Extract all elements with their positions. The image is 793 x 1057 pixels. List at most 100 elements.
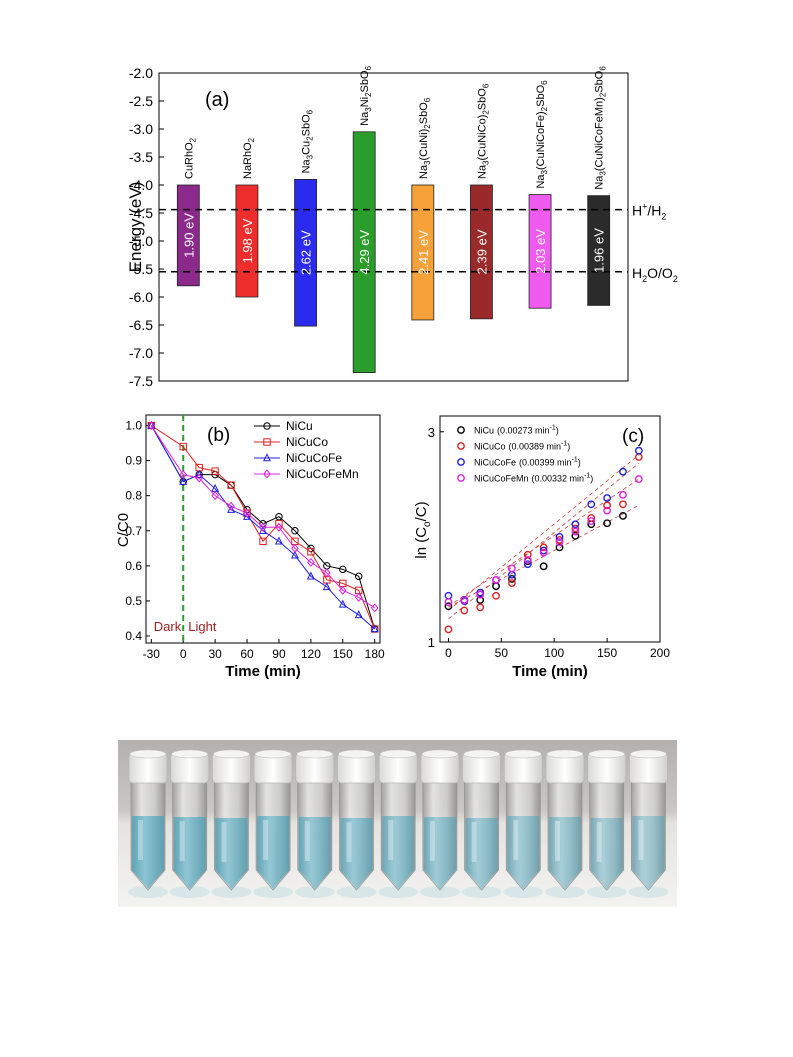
a-ytick-label: -2.5 <box>129 93 153 109</box>
b-legend-marker <box>263 469 271 479</box>
vial-solution <box>632 816 665 889</box>
vial-solution <box>298 817 331 889</box>
a-material-label: Na3(CuNi)2SbO6 <box>418 97 432 179</box>
b-ytick-label: 0.7 <box>125 524 142 538</box>
b-data-point <box>355 572 363 581</box>
b-data-point <box>243 508 251 518</box>
vial-highlight <box>346 822 352 862</box>
c-data-point <box>571 520 580 529</box>
b-data-point <box>354 592 363 602</box>
vial <box>211 749 252 898</box>
a-ytick-label: -4.5 <box>129 205 153 221</box>
vial-solution <box>590 818 623 889</box>
vial-reflection <box>461 886 502 898</box>
a-ytick-label: -6.5 <box>129 317 153 333</box>
b-data-point <box>243 511 252 520</box>
vial-highlight <box>555 821 560 861</box>
a-bandgap-bar <box>235 184 259 298</box>
b-data-point <box>338 599 347 608</box>
a-material-label: NaRhO2 <box>242 137 256 179</box>
c-data-point <box>476 590 485 599</box>
a-ytick-label: -3.5 <box>129 149 153 165</box>
c-fit-line <box>448 478 640 607</box>
c-legend-label: NiCuCo (0.00389 min-1) <box>474 441 570 452</box>
b-data-point <box>227 504 236 513</box>
a-reference-label: H2O/O2 <box>632 265 678 284</box>
vial <box>461 749 502 898</box>
c-legend-marker <box>457 474 465 482</box>
c-xtick-label: 50 <box>495 646 509 660</box>
a-material-label: Na3Cu2SbO6 <box>301 109 315 173</box>
vial-reflection <box>545 886 585 898</box>
b-xtick-label: 0 <box>180 647 187 661</box>
vial-cap-top <box>129 749 167 759</box>
c-data-point <box>603 501 612 510</box>
b-data-point <box>306 571 315 580</box>
c-data-point <box>619 490 627 499</box>
b-ytick-label: 0.6 <box>125 559 142 573</box>
a-bandgap-bar <box>411 184 435 321</box>
panel-c-xlabel: Time (min) <box>512 663 588 680</box>
a-ytick-label: -5.0 <box>129 233 153 249</box>
c-data-point <box>492 591 500 600</box>
b-data-point <box>354 610 363 619</box>
a-bandgap-value: 1.90 eV <box>181 213 196 258</box>
c-xtick-label: 0 <box>445 646 452 660</box>
b-data-point <box>370 624 379 633</box>
vial <box>503 749 544 898</box>
c-data-point <box>634 453 643 461</box>
vial-reflection <box>378 886 419 898</box>
c-data-point <box>619 467 627 476</box>
a-material-label: Na3(CuNiCoFe)2SbO6 <box>535 80 549 189</box>
c-legend-marker <box>457 426 465 434</box>
c-data-point <box>508 570 516 579</box>
c-data-point <box>476 596 485 604</box>
vial-solution <box>549 817 581 889</box>
c-legend-label: NiCuCoFe (0.00399 min-1) <box>474 457 581 468</box>
c-data-point <box>523 560 532 569</box>
a-reference-label: H+/H2 <box>632 202 666 222</box>
vial-highlight <box>513 820 519 860</box>
vial-solution <box>423 817 456 889</box>
b-data-point <box>259 522 267 532</box>
c-data-point <box>508 575 516 583</box>
b-legend-label: NiCuCoFe <box>286 451 342 465</box>
vial-reflection <box>211 886 252 898</box>
b-data-point <box>227 481 235 489</box>
b-data-point <box>179 470 188 480</box>
a-bandgap-bar <box>294 178 317 327</box>
b-ytick-label: 0.4 <box>125 629 142 643</box>
a-ytick-label: -7.0 <box>129 345 153 361</box>
vial-reflection <box>336 886 377 898</box>
vial-solution <box>215 818 248 889</box>
b-data-point <box>307 557 315 567</box>
c-ytick-label: 3 <box>428 425 435 440</box>
a-material-label: Na3(CuNiCoFeMn)2SbO6 <box>594 66 608 190</box>
a-material-label: Na3(CuNiCo)2SbO6 <box>476 83 490 179</box>
c-xtick-label: 200 <box>650 646 670 660</box>
vial-solution <box>257 816 290 889</box>
panel-c-kinetics-chart: (c) Time (min) ln (Co/C) 0 50 100 150 20013 … <box>413 415 670 680</box>
vial-highlight <box>221 822 227 862</box>
vial-cap-top <box>421 749 459 759</box>
vial-highlight <box>638 820 644 860</box>
panel-a-bandgap-chart: (a) Energy (eV) -2.0 -2.5 -3.0 -3.5 -4.0 -4.5… <box>126 65 678 389</box>
b-legend-label: NiCu <box>286 419 313 433</box>
b-data-point <box>259 537 267 545</box>
panel-c-ylabel: ln (Co/C) <box>413 501 433 558</box>
vial-cap-top <box>630 749 667 759</box>
vial-cap-top <box>379 749 417 759</box>
c-data-point <box>634 446 643 455</box>
panel-b-label: (b) <box>207 425 230 446</box>
b-data-point <box>195 469 204 478</box>
c-legend-marker <box>457 458 465 466</box>
c-data-point <box>523 550 532 559</box>
b-data-point <box>291 543 299 553</box>
b-data-point <box>147 421 156 430</box>
panel-c-label: (c) <box>622 426 644 447</box>
b-data-point <box>322 568 331 578</box>
vial-reflection <box>294 886 335 898</box>
vial <box>419 749 460 898</box>
vial-cap-top <box>254 749 292 759</box>
